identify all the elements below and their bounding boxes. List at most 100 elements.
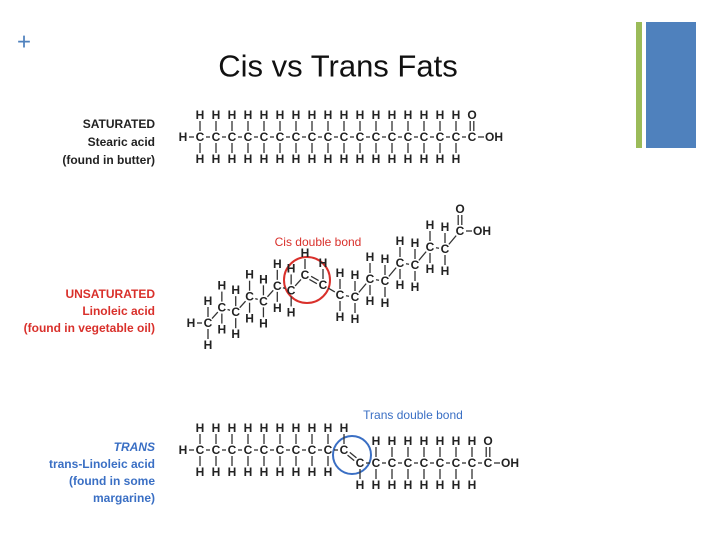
atom: H bbox=[218, 279, 227, 293]
atom: C bbox=[356, 456, 365, 470]
atom: H bbox=[452, 434, 461, 448]
atom: C bbox=[244, 130, 253, 144]
atom: C bbox=[340, 443, 349, 457]
atom: H bbox=[436, 478, 445, 492]
atom: C bbox=[468, 456, 477, 470]
atom: C bbox=[351, 290, 360, 304]
atom: OH bbox=[473, 224, 491, 238]
atom: H bbox=[212, 108, 221, 122]
cis-bond-label: Cis double bond bbox=[275, 235, 362, 249]
bond bbox=[227, 308, 231, 311]
atom: O bbox=[467, 108, 476, 122]
atom: H bbox=[366, 294, 375, 308]
atom: C bbox=[441, 242, 450, 256]
atom: C bbox=[388, 456, 397, 470]
atom: H bbox=[204, 294, 213, 308]
bond bbox=[255, 297, 258, 301]
atom: C bbox=[308, 443, 317, 457]
atom: H bbox=[388, 108, 397, 122]
atom: H bbox=[218, 323, 227, 337]
atom: H bbox=[351, 312, 360, 326]
atom: H bbox=[426, 218, 435, 232]
atom: H bbox=[259, 272, 268, 286]
atom: H bbox=[187, 316, 196, 330]
atom: H bbox=[292, 421, 301, 435]
bond bbox=[211, 311, 219, 319]
atom: C bbox=[324, 130, 333, 144]
atom: H bbox=[244, 108, 253, 122]
atom: H bbox=[276, 152, 285, 166]
atom: H bbox=[452, 108, 461, 122]
atom: H bbox=[404, 152, 413, 166]
atom: H bbox=[404, 108, 413, 122]
atom: H bbox=[260, 421, 269, 435]
atom: H bbox=[468, 478, 477, 492]
atom: H bbox=[196, 421, 205, 435]
atom: O bbox=[483, 434, 492, 448]
atom: C bbox=[396, 256, 405, 270]
atom: H bbox=[388, 478, 397, 492]
atom: H bbox=[204, 338, 213, 352]
atom: H bbox=[381, 296, 390, 310]
bond bbox=[388, 267, 397, 277]
atom: H bbox=[196, 465, 205, 479]
atom: C bbox=[404, 130, 413, 144]
atom: C bbox=[292, 443, 301, 457]
atom: H bbox=[420, 478, 429, 492]
atom: H bbox=[356, 478, 365, 492]
bond bbox=[448, 235, 457, 245]
atom: H bbox=[212, 152, 221, 166]
atom: C bbox=[276, 443, 285, 457]
atom: H bbox=[436, 152, 445, 166]
atom: H bbox=[436, 108, 445, 122]
atom: H bbox=[319, 256, 328, 270]
bond bbox=[239, 300, 247, 309]
atom: C bbox=[381, 274, 390, 288]
atom: H bbox=[308, 108, 317, 122]
atom: C bbox=[301, 268, 310, 282]
atom: O bbox=[455, 202, 464, 216]
saturated-name: Stearic acid bbox=[88, 135, 155, 149]
atom: H bbox=[366, 250, 375, 264]
atom: H bbox=[372, 478, 381, 492]
bond bbox=[327, 287, 336, 293]
saturated-source: (found in butter) bbox=[62, 153, 155, 167]
bond bbox=[347, 454, 355, 462]
atom: H bbox=[340, 152, 349, 166]
atom: C bbox=[452, 456, 461, 470]
atom: C bbox=[231, 305, 240, 319]
atom: C bbox=[388, 130, 397, 144]
saturated-label: SATURATED bbox=[83, 117, 156, 131]
atom: H bbox=[356, 152, 365, 166]
bond bbox=[418, 251, 427, 261]
atom: C bbox=[319, 278, 328, 292]
atom: H bbox=[259, 316, 268, 330]
atom: H bbox=[276, 108, 285, 122]
atom: C bbox=[456, 224, 465, 238]
bond bbox=[349, 451, 357, 459]
atom: H bbox=[420, 434, 429, 448]
atom: C bbox=[484, 456, 493, 470]
atom: H bbox=[196, 108, 205, 122]
atom: C bbox=[324, 443, 333, 457]
atom: H bbox=[420, 108, 429, 122]
atom: H bbox=[441, 264, 450, 278]
atom: H bbox=[436, 434, 445, 448]
atom: H bbox=[245, 312, 254, 326]
atom: H bbox=[228, 152, 237, 166]
trans-bond-circle bbox=[332, 435, 372, 475]
atom: H bbox=[356, 108, 365, 122]
accent-block bbox=[646, 22, 696, 148]
atom: C bbox=[436, 130, 445, 144]
atom: H bbox=[287, 261, 296, 275]
atom: H bbox=[308, 465, 317, 479]
atom: H bbox=[260, 152, 269, 166]
atom: H bbox=[244, 152, 253, 166]
atom: C bbox=[276, 130, 285, 144]
atom: H bbox=[231, 327, 240, 341]
atom: C bbox=[204, 316, 213, 330]
atom: H bbox=[396, 278, 405, 292]
atom: C bbox=[420, 456, 429, 470]
atom: C bbox=[436, 456, 445, 470]
unsaturated-label: UNSATURATED bbox=[65, 287, 155, 301]
